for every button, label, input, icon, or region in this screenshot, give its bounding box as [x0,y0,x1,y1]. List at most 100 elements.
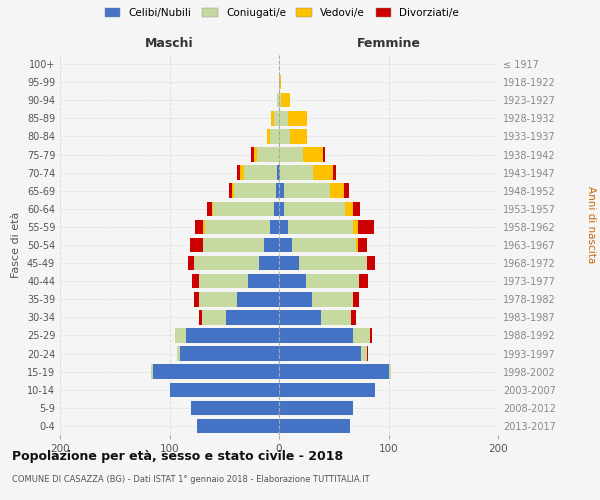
Bar [251,148,254,162]
Bar [281,93,290,108]
Bar [279,328,353,342]
Bar [193,274,199,288]
Text: COMUNE DI CASAZZA (BG) - Dati ISTAT 1° gennaio 2018 - Elaborazione TUTTITALIA.IT: COMUNE DI CASAZZA (BG) - Dati ISTAT 1° g… [12,475,370,484]
Bar [279,202,284,216]
Text: Maschi: Maschi [145,36,194,50]
Bar [345,202,353,216]
Bar [367,256,376,270]
Bar [207,202,212,216]
Bar [181,346,279,361]
Bar [279,274,307,288]
Bar [299,256,367,270]
Bar [205,220,270,234]
Bar [194,256,259,270]
Bar [271,111,274,126]
Bar [353,328,370,342]
Text: Anni di nascita: Anni di nascita [586,186,596,264]
Legend: Celibi/Nubili, Coniugati/e, Vedovi/e, Divorziati/e: Celibi/Nubili, Coniugati/e, Vedovi/e, Di… [105,8,459,18]
Bar [284,184,331,198]
Bar [351,310,356,324]
Bar [367,346,368,361]
Bar [370,328,372,342]
Bar [277,93,279,108]
Bar [353,202,360,216]
Bar [279,400,353,415]
Bar [234,184,276,198]
Bar [279,292,312,306]
Bar [353,292,359,306]
Bar [344,184,349,198]
Bar [248,274,279,288]
Bar [280,166,313,180]
Bar [279,238,292,252]
Bar [238,292,279,306]
Bar [292,238,356,252]
Bar [279,256,299,270]
Bar [389,364,391,379]
Bar [190,238,203,252]
Bar [151,364,153,379]
Y-axis label: Fasce di età: Fasce di età [11,212,21,278]
Bar [199,310,202,324]
Bar [177,346,181,361]
Bar [331,184,344,198]
Bar [257,148,279,162]
Bar [303,148,323,162]
Bar [279,382,376,397]
Bar [270,129,279,144]
Bar [279,111,288,126]
Bar [279,418,350,433]
Bar [279,129,290,144]
Bar [191,400,279,415]
Bar [244,166,277,180]
Bar [213,202,274,216]
Bar [199,292,238,306]
Bar [284,202,345,216]
Bar [279,364,389,379]
Bar [320,310,351,324]
Bar [203,220,205,234]
Bar [199,274,248,288]
Bar [356,238,358,252]
Bar [361,346,367,361]
Bar [270,220,279,234]
Bar [170,382,279,397]
Bar [203,238,263,252]
Bar [274,202,279,216]
Bar [313,166,332,180]
Bar [279,184,284,198]
Bar [226,310,279,324]
Bar [290,129,307,144]
Bar [153,364,279,379]
Bar [307,274,359,288]
Bar [279,75,281,90]
Bar [267,129,270,144]
Bar [175,328,186,342]
Bar [279,93,281,108]
Bar [279,310,320,324]
Bar [288,111,307,126]
Bar [332,166,336,180]
Bar [359,274,368,288]
Text: Popolazione per età, sesso e stato civile - 2018: Popolazione per età, sesso e stato civil… [12,450,343,463]
Bar [238,166,239,180]
Bar [194,292,199,306]
Bar [239,166,244,180]
Bar [279,148,303,162]
Bar [323,148,325,162]
Bar [263,238,279,252]
Bar [274,111,279,126]
Bar [212,202,214,216]
Bar [353,220,358,234]
Bar [277,166,279,180]
Bar [259,256,279,270]
Bar [188,256,194,270]
Bar [232,184,234,198]
Text: Femmine: Femmine [356,36,421,50]
Bar [276,184,279,198]
Bar [197,418,279,433]
Bar [288,220,353,234]
Bar [279,346,361,361]
Bar [279,220,288,234]
Bar [279,166,280,180]
